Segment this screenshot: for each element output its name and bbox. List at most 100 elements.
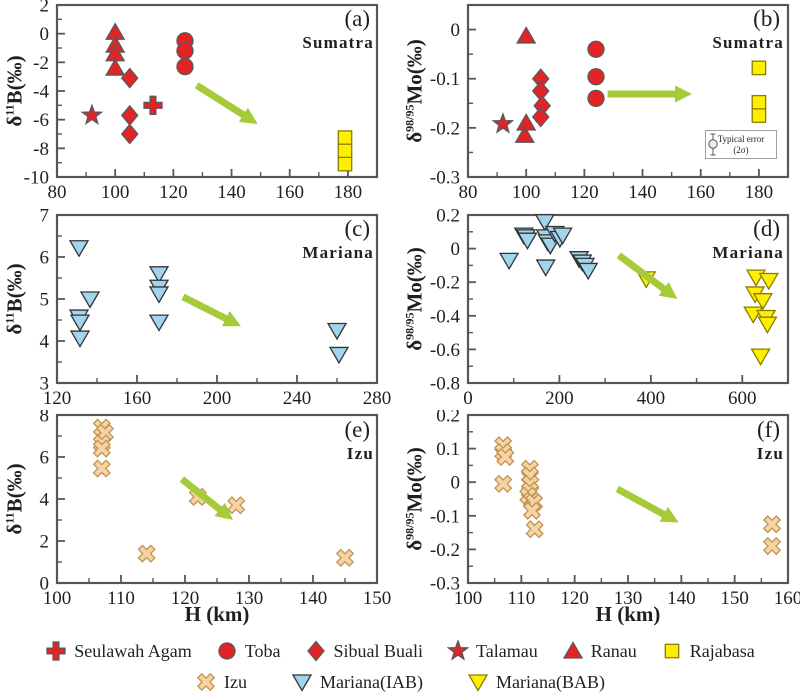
y-tick-label: 2 [40,0,50,17]
point-mariana-iab [79,291,101,309]
legend-marker-seulawah-agam [46,641,66,661]
y-tick-label: -10 [24,168,49,189]
x-tick-label: 120 [43,388,72,409]
trend-arrow-head [658,282,678,299]
plot-frame [466,3,790,179]
panel-tag: (a) [344,6,370,31]
point-seulawah-agam [143,95,163,115]
panel-tag: (c) [344,216,370,241]
y-axis-label: δ11B(‰) [2,55,27,127]
x-tick-label: 140 [667,588,696,609]
point-ranau [516,26,537,44]
point-izu [525,520,544,539]
y-tick-label: -0.8 [430,374,460,395]
x-tick-label: 110 [107,588,135,609]
point-mariana-iab [499,252,520,271]
plot-frame [466,413,790,585]
x-tick-label: 130 [614,588,643,609]
y-tick-label: 4 [40,490,50,511]
x-tick-label: 120 [560,588,589,609]
panel-c-chart: 120 160 200 240 280 7 6 5 4 3 [40,206,392,410]
panel-tag: (b) [753,6,780,31]
y-axis-label: δ11B(‰) [2,463,27,535]
point-mariana-iab [69,330,91,348]
point-ranau [105,58,126,76]
x-tick-label: 400 [637,388,666,409]
y-tick-label: -0.3 [430,574,460,595]
y-axis-label: δ98/95Mo(‰) [402,447,427,551]
panel-e-chart: 100 110 120 130 140 150 8 6 4 2 0 [40,410,392,609]
point-mariana-iab [326,322,348,341]
point-izu [762,536,782,556]
y-tick-label: 0.2 [436,206,460,227]
y-tick-label: 0 [451,473,461,494]
region-label: Izu [346,444,374,463]
y-tick-label: -0.2 [430,273,460,294]
trend-arrow-head [214,502,233,520]
region-label: Mariana [712,243,784,262]
panel-f-chart: 100 110 120 130 140 150 160 0.2 0.1 0 -0.1 -0.2 -0.3 [430,410,800,609]
izu-marker-icon [196,672,216,692]
y-tick-label: -4 [33,82,49,103]
legend-label: Ranau [590,640,637,661]
x-tick-label: 180 [745,182,774,203]
point-sibual-buali [531,106,550,128]
point-rajabasa [337,130,353,145]
mariana-iab-marker-icon [291,674,313,692]
y-tick-label: 8 [40,410,50,427]
y-axis-label: δ98/95Mo(‰) [402,39,427,143]
point-mariana-iab [578,262,599,281]
y-tick-label: 0 [451,20,461,41]
seulawah-agam-marker-icon [46,641,66,661]
point-mariana-iab [534,214,555,232]
x-tick-label: 80 [48,182,67,203]
panel-f: 100 110 120 130 140 150 160 0.2 0.1 0 -0.1 -0.2 -0.3… [400,410,800,635]
trend-arrow [615,485,669,520]
point-izu [227,496,246,515]
y-tick-label: 6 [40,248,50,269]
point-talamau [80,103,104,126]
plot-frame [466,213,790,385]
x-tick-label: 180 [334,182,363,203]
trend-arrow-head [659,506,679,523]
plot-frame [55,3,379,179]
point-mariana-bab [757,316,778,334]
point-mariana-iab [328,346,350,365]
x-tick-label: 100 [512,182,541,203]
point-rajabasa [337,143,353,159]
legend-label: Mariana(BAB) [495,671,605,692]
x-tick-label: 200 [203,388,232,409]
region-label: Sumatra [302,33,374,52]
point-rajabasa [751,60,767,76]
x-tick-label: 150 [363,588,392,609]
legend-label: Rajabasa [689,640,755,661]
x-tick-label: 150 [720,588,749,609]
x-tick-label: 200 [545,388,574,409]
x-tick-label: 100 [101,182,130,203]
point-rajabasa [751,108,767,123]
legend-marker-rajabasa [664,643,680,659]
point-izu [92,459,111,478]
legend-marker-mariana-iab [291,674,313,692]
panel-tag: (e) [344,417,370,442]
y-tick-label: -6 [33,110,49,131]
trend-arrow-head [221,311,241,327]
ranau-marker-icon [562,641,583,659]
legend-label: Talamau [476,640,538,661]
y-tick-label: 6 [40,448,50,469]
y-tick-label: -0.6 [430,340,460,361]
x-tick-label: 140 [217,182,246,203]
legend-item-mariana-iab: Mariana(IAB) [291,671,423,693]
legend-item-toba: Toba [216,640,281,662]
region-label: Izu [756,444,784,463]
point-toba [587,68,605,86]
point-mariana-iab [68,240,90,258]
legend-marker-toba [218,642,236,660]
x-axis-label: H (km) [184,602,250,626]
y-axis-label: δ98/95Mo(‰) [402,247,427,351]
y-tick-label: 0.2 [436,410,460,427]
talamau-marker-icon [447,640,470,661]
legend-marker-sibual-buali [306,640,325,662]
x-tick-label: 80 [459,182,478,203]
